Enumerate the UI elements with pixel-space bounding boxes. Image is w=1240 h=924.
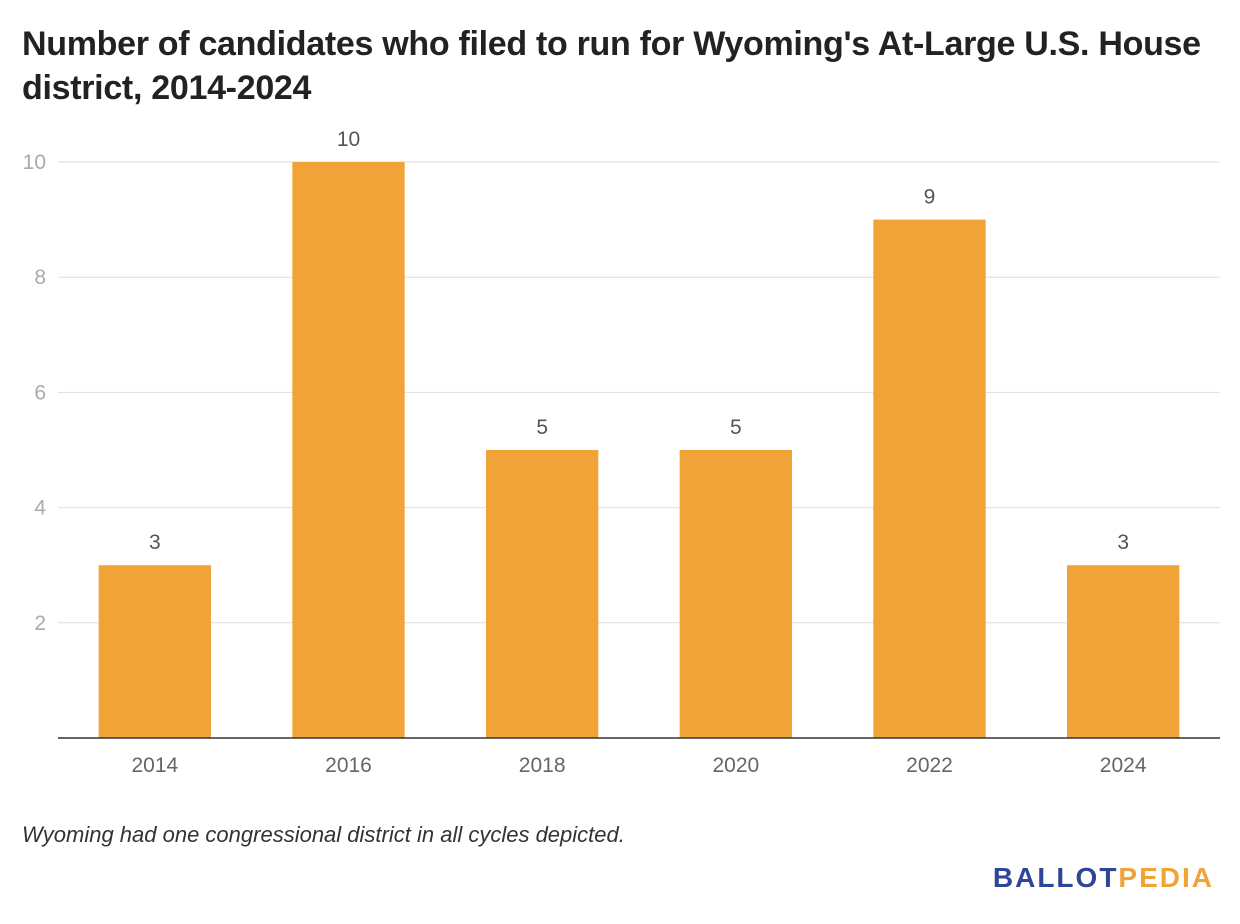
y-tick-label-10: 10 [23, 151, 46, 174]
x-tick-label-2020: 2020 [712, 754, 759, 777]
y-tick-label-8: 8 [34, 266, 46, 289]
x-tick-label-2024: 2024 [1100, 754, 1147, 777]
y-tick-label-4: 4 [34, 497, 46, 520]
bar-2018 [486, 450, 599, 738]
bar-layer [98, 162, 1180, 739]
chart-title: Number of candidates who filed to run fo… [22, 25, 1201, 107]
bar-2016 [292, 162, 405, 738]
logo-part-pedia: PEDIA [1118, 862, 1214, 893]
bar-2020 [679, 450, 792, 738]
data-label-2018: 5 [536, 416, 548, 439]
data-label-2022: 9 [924, 186, 936, 209]
x-tick-label-2022: 2022 [906, 754, 953, 777]
x-tick-label-2014: 2014 [131, 754, 178, 777]
grid-layer [58, 161, 1220, 624]
label-layer: 2 4 6 8 10 3 2014 10 2016 5 2018 5 2020 9 2022 3 2024 [23, 128, 1147, 777]
bar-2022 [873, 219, 986, 739]
data-label-2024: 3 [1117, 531, 1129, 554]
data-label-2014: 3 [149, 531, 161, 554]
data-label-2016: 10 [337, 128, 360, 151]
x-tick-label-2018: 2018 [519, 754, 566, 777]
y-tick-label-6: 6 [34, 381, 46, 404]
bar-2024 [1067, 565, 1180, 738]
y-tick-label-2: 2 [34, 612, 46, 635]
logo-part-ballot: BALLOT [992, 862, 1119, 893]
ballotpedia-logo: BALLOTPEDIA [993, 862, 1214, 894]
x-tick-label-2016: 2016 [325, 754, 372, 777]
data-label-2020: 5 [730, 416, 742, 439]
footnote: Wyoming had one congressional district i… [22, 822, 625, 847]
bar-2014 [98, 565, 211, 738]
